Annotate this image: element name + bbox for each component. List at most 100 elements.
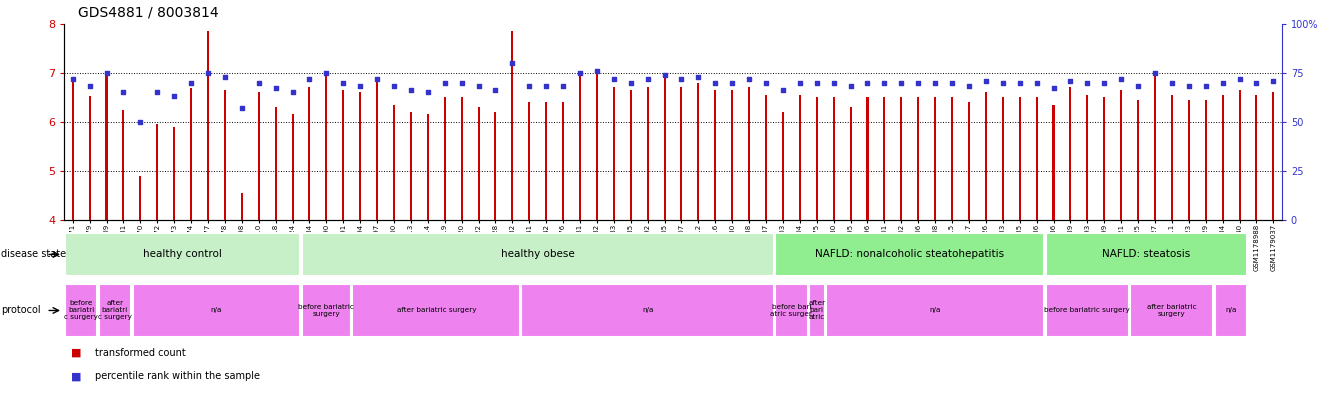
Bar [731,90,733,220]
Text: NAFLD: steatosis: NAFLD: steatosis [1103,250,1191,259]
Text: disease state: disease state [1,250,67,259]
Bar [748,87,751,220]
Point [1246,79,1267,86]
Point [451,79,472,86]
Text: n/a: n/a [210,307,222,314]
Bar [1137,100,1139,220]
Bar [775,233,1045,276]
Point [958,83,979,90]
Point [942,79,963,86]
Bar [427,114,428,220]
Point [739,75,760,82]
Bar [613,87,615,220]
Point [705,79,727,86]
Bar [809,284,824,337]
Point [1060,77,1081,84]
Point [502,60,523,66]
Point [891,79,913,86]
Point [333,79,355,86]
Point [1026,79,1048,86]
Point [1042,85,1064,92]
Point [96,70,118,76]
Text: after
bariatri
c surgery: after bariatri c surgery [98,301,132,320]
Point [400,87,421,94]
Bar [681,87,682,220]
Point [553,83,574,90]
Bar [352,284,520,337]
Point [603,75,625,82]
Bar [1204,100,1207,220]
Point [619,79,641,86]
Bar [775,284,808,337]
Point [163,93,185,99]
Text: n/a: n/a [1226,307,1236,314]
Point [1212,79,1234,86]
Bar [522,284,773,337]
Bar [132,284,300,337]
Bar [900,97,902,220]
Bar [697,83,700,220]
Bar [934,97,937,220]
Bar [967,102,970,220]
Bar [495,112,496,220]
Bar [359,92,361,220]
Bar [207,31,209,220]
Bar [1120,90,1123,220]
Text: before bari
atric surger: before bari atric surger [771,304,812,317]
Point [248,79,269,86]
Bar [1171,95,1173,220]
Bar [393,105,395,220]
Bar [478,107,479,220]
Bar [646,87,649,220]
Bar [66,233,300,276]
Bar [867,97,868,220]
Text: protocol: protocol [1,305,41,316]
Bar [223,90,226,220]
Bar [258,92,260,220]
Text: after
bari
atric: after bari atric [808,301,826,320]
Bar [1002,97,1004,220]
Bar [1036,97,1037,220]
Point [1161,79,1183,86]
Point [519,83,541,90]
Point [197,70,218,76]
Text: healthy control: healthy control [143,250,222,259]
Bar [309,87,310,220]
Text: ■: ■ [71,371,82,381]
Bar [444,97,446,220]
Point [1128,83,1149,90]
Point [756,79,777,86]
Bar [781,112,784,220]
Bar [409,112,412,220]
Point [1009,79,1030,86]
Point [231,105,253,111]
Bar [325,73,328,220]
Point [569,70,590,76]
Point [282,89,304,95]
Text: n/a: n/a [642,307,653,314]
Text: after bariatric surgery: after bariatric surgery [396,307,476,314]
Bar [460,97,463,220]
Bar [1215,284,1247,337]
Bar [951,97,953,220]
Bar [826,284,1045,337]
Bar [1239,90,1240,220]
Bar [343,90,344,220]
Bar [545,102,547,220]
Bar [765,95,767,220]
Point [265,85,286,92]
Bar [529,102,530,220]
Text: percentile rank within the sample: percentile rank within the sample [95,371,260,381]
Point [535,83,557,90]
Point [637,75,658,82]
Bar [1046,233,1247,276]
Bar [66,284,98,337]
Point [925,79,946,86]
Point [1228,75,1250,82]
Bar [630,90,632,220]
Point [789,79,811,86]
Bar [1086,95,1088,220]
Bar [850,107,851,220]
Point [112,89,134,95]
Bar [985,92,987,220]
